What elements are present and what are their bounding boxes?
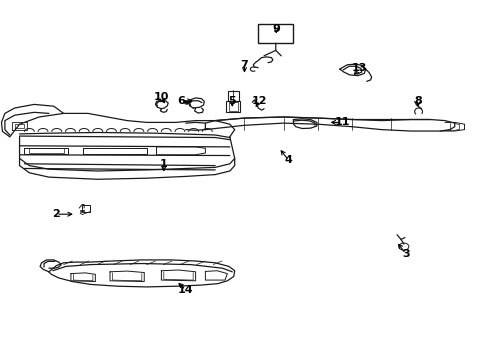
Text: 9: 9 xyxy=(272,24,280,34)
Bar xyxy=(258,24,293,43)
Circle shape xyxy=(184,101,188,104)
Text: 8: 8 xyxy=(413,96,421,106)
Text: 13: 13 xyxy=(351,63,366,73)
Text: 14: 14 xyxy=(178,285,193,295)
Text: 11: 11 xyxy=(334,117,349,127)
Text: 4: 4 xyxy=(284,155,292,165)
Bar xyxy=(226,101,240,112)
Bar xyxy=(82,205,90,212)
Text: 1: 1 xyxy=(160,159,167,169)
Text: 5: 5 xyxy=(228,96,236,106)
Bar xyxy=(228,102,237,111)
Text: 3: 3 xyxy=(401,249,409,259)
Text: 10: 10 xyxy=(153,92,169,102)
Bar xyxy=(227,91,238,101)
Text: 7: 7 xyxy=(240,60,248,70)
Text: 12: 12 xyxy=(251,96,266,106)
Text: 6: 6 xyxy=(177,96,184,106)
Text: 2: 2 xyxy=(52,209,60,219)
